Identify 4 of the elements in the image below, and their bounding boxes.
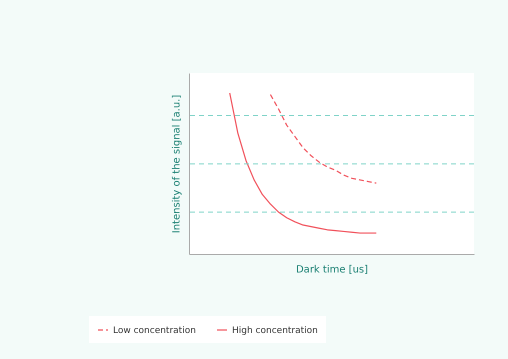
legend-label: High concentration (232, 326, 318, 336)
legend-label: Low concentration (113, 326, 196, 336)
x-axis-title: Dark time [us] (296, 264, 368, 276)
y-axis-title: Intensity of the signal [a.u.] (172, 94, 182, 234)
